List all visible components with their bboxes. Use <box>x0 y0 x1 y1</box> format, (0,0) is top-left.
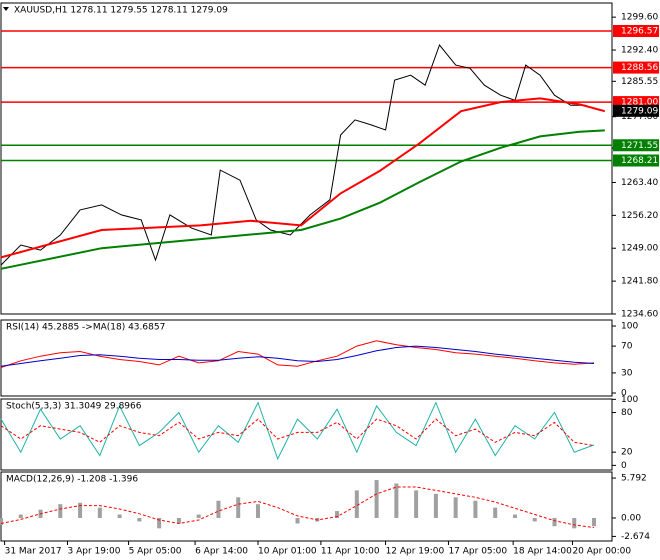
histogram-bar <box>394 483 399 518</box>
y-tick-label: 100 <box>621 395 638 405</box>
histogram-bar <box>97 507 102 518</box>
histogram-bar <box>236 497 241 518</box>
y-tick-label: 20 <box>621 448 633 458</box>
level-label-box <box>613 154 659 167</box>
panel-frame <box>0 471 613 542</box>
x-tick-label: 6 Apr 14:00 <box>195 547 248 557</box>
menu-icon <box>3 7 9 11</box>
level-label: 1281.00 <box>621 98 658 108</box>
histogram-bar <box>512 514 517 518</box>
histogram-bar <box>58 504 63 518</box>
histogram-bar <box>0 517 3 525</box>
x-tick-label: 31 Mar 2017 <box>5 547 62 557</box>
histogram-bar <box>295 517 300 524</box>
last-price-box <box>613 104 659 117</box>
histogram-bar <box>572 517 577 529</box>
histogram-bar <box>592 517 597 527</box>
y-tick-label: 70 <box>621 342 633 352</box>
series-line <box>0 340 595 368</box>
y-tick-label: 100 <box>621 322 638 332</box>
y-tick-label: 0.00 <box>621 513 641 523</box>
x-tick-label: 11 Apr 10:00 <box>321 547 380 557</box>
histogram-bar <box>117 514 122 518</box>
y-tick-label: 0 <box>621 388 627 398</box>
last-price-label: 1279.09 <box>621 106 658 116</box>
series-line <box>0 418 595 447</box>
level-label-box <box>613 61 659 74</box>
y-tick-label: 1263.40 <box>621 178 658 188</box>
x-tick-label: 3 Apr 19:00 <box>67 547 120 557</box>
series-line <box>0 43 600 266</box>
panel-title: RSI(14) 45.2885 ->MA(18) 43.6857 <box>6 323 165 333</box>
y-tick-label: -2.674 <box>621 532 650 542</box>
level-label: 1271.55 <box>621 141 658 151</box>
y-tick-label: 5.792 <box>621 474 647 484</box>
y-tick-label: 1285.55 <box>621 77 658 87</box>
histogram-bar <box>157 517 162 529</box>
y-tick-label: 1299.60 <box>621 13 658 23</box>
histogram-bar <box>453 497 458 518</box>
panel-frame <box>0 2 613 315</box>
panel-title: Stoch(5,3,3) 31.3049 29.8966 <box>6 402 142 412</box>
y-tick-label: 1256.20 <box>621 211 658 221</box>
y-tick-label: 30 <box>621 368 633 378</box>
histogram-bar <box>216 500 221 518</box>
level-label: 1268.21 <box>621 156 658 166</box>
y-tick-label: 80 <box>621 408 633 418</box>
histogram-bar <box>78 502 83 518</box>
y-tick-label: 1292.40 <box>621 46 658 56</box>
series-line <box>0 486 595 529</box>
series-line <box>0 129 605 270</box>
panel-frame <box>0 398 613 471</box>
histogram-bar <box>493 507 498 518</box>
x-tick-label: 20 Apr 00:00 <box>572 547 631 557</box>
level-label: 1296.57 <box>621 26 658 36</box>
level-label: 1288.56 <box>621 63 658 73</box>
histogram-bar <box>473 500 478 518</box>
histogram-bar <box>18 514 23 518</box>
y-tick-label: 1241.80 <box>621 277 658 287</box>
series-line <box>0 97 606 259</box>
series-line <box>0 345 595 367</box>
histogram-bar <box>414 490 419 518</box>
x-tick-label: 5 Apr 05:00 <box>129 547 182 557</box>
panel-frame <box>0 319 613 397</box>
y-tick-label: 1234.60 <box>621 310 658 320</box>
histogram-bar <box>335 511 340 518</box>
level-label-box <box>613 139 659 152</box>
panel-title: MACD(12,26,9) -1.208 -1.396 <box>6 475 138 485</box>
histogram-bar <box>137 517 142 522</box>
histogram-bar <box>433 493 438 518</box>
y-tick-label: 0 <box>621 461 627 471</box>
histogram-bar <box>532 517 537 522</box>
x-tick-label: 17 Apr 05:00 <box>448 547 507 557</box>
panel-title: XAUUSD,H1 1278.11 1279.55 1278.11 1279.0… <box>14 6 228 16</box>
y-tick-label: 1277.80 <box>621 112 658 122</box>
x-tick-label: 18 Apr 14:00 <box>513 547 572 557</box>
histogram-bar <box>196 514 201 518</box>
histogram-bar <box>176 517 181 524</box>
histogram-bar <box>354 490 359 518</box>
level-label-box <box>613 24 659 37</box>
x-tick-label: 10 Apr 01:00 <box>258 547 317 557</box>
x-tick-label: 12 Apr 19:00 <box>386 547 445 557</box>
histogram-bar <box>552 517 557 527</box>
y-tick-label: 1249.00 <box>621 244 658 254</box>
histogram-bar <box>374 480 379 518</box>
histogram-bar <box>255 504 260 518</box>
series-line <box>0 401 595 461</box>
